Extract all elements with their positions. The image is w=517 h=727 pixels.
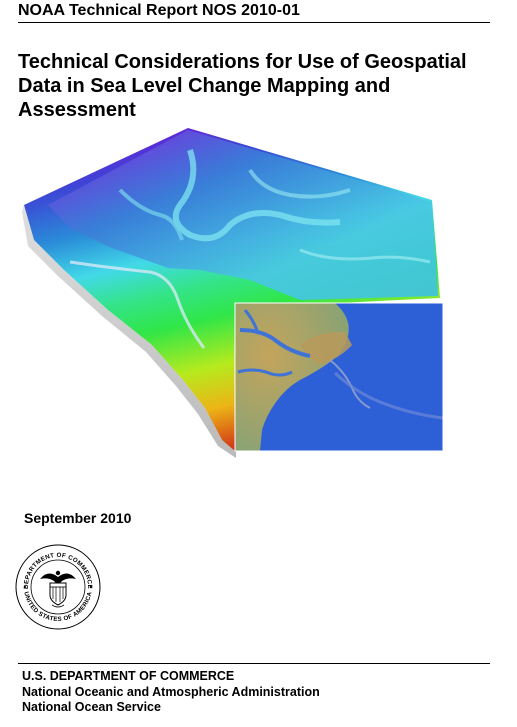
top-rule	[18, 22, 490, 23]
bottom-rule	[18, 663, 490, 664]
department-of-commerce-seal: DEPARTMENT OF COMMERCE UNITED STATES OF …	[15, 544, 101, 630]
inset-image	[234, 302, 444, 452]
footer-department: U.S. DEPARTMENT OF COMMERCE	[22, 669, 235, 683]
footer-nos: National Ocean Service	[22, 700, 161, 714]
publication-date: September 2010	[24, 510, 132, 526]
title-line-3: Assessment	[18, 99, 136, 121]
title-line-2: Data in Sea Level Change Mapping and	[18, 75, 391, 97]
footer-noaa: National Oceanic and Atmospheric Adminis…	[22, 684, 320, 699]
eagle-shield-icon	[40, 570, 76, 608]
report-identifier: NOAA Technical Report NOS 2010-01	[18, 2, 300, 19]
report-title: Technical Considerations for Use of Geos…	[18, 50, 498, 122]
title-line-1: Technical Considerations for Use of Geos…	[18, 51, 467, 73]
footer-agencies: U.S. DEPARTMENT OF COMMERCE National Oce…	[22, 669, 320, 716]
